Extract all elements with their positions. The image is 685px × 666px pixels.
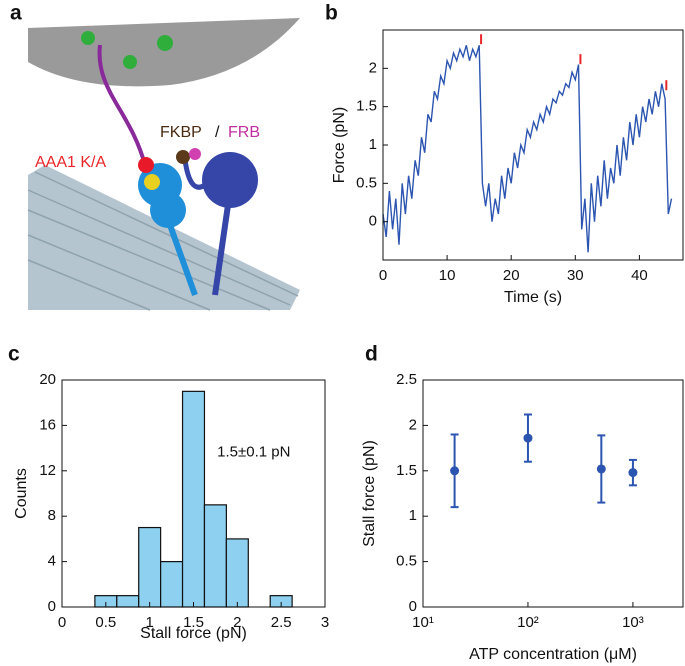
- x-axis-label: Stall force (pN): [140, 625, 247, 642]
- y-axis-label: Force (pN): [331, 107, 348, 183]
- panel-label: a: [10, 2, 22, 25]
- x-tick-label: 10³: [622, 614, 644, 631]
- label: FKBP: [160, 124, 202, 141]
- axes-box: [422, 379, 684, 608]
- microtubule-stripes: [27, 171, 299, 311]
- dna: [97, 44, 147, 166]
- panel-label: c: [8, 343, 20, 366]
- x-tick-label: 2.5: [271, 614, 292, 631]
- y-tick-label: 1.5: [396, 462, 417, 479]
- y-tick-label: 0: [48, 598, 56, 615]
- panel-label: b: [325, 2, 338, 25]
- bar: [203, 504, 227, 608]
- bar: [225, 538, 249, 608]
- x-tick-label: 20: [503, 267, 520, 284]
- y-tick-label: 12: [39, 462, 56, 479]
- point: [523, 433, 533, 443]
- x-axis-label: Time (s): [504, 289, 562, 306]
- x-tick-label: 0.5: [95, 614, 116, 631]
- bead: [28, 18, 300, 87]
- motor-1: [138, 157, 198, 297]
- y-tick-label: 1: [369, 136, 377, 153]
- illustration: a AAA1 K/A FKBP / FRB: [10, 2, 300, 311]
- y-tick-label: 0.5: [396, 553, 417, 570]
- bar: [138, 526, 162, 608]
- x-tick-label: 10: [439, 267, 456, 284]
- axes-box: [61, 379, 326, 608]
- x-tick-label: 40: [631, 267, 648, 284]
- bar: [181, 390, 206, 608]
- label: /: [215, 124, 220, 141]
- x-tick-label: 1: [145, 614, 153, 631]
- panel-label: d: [365, 343, 378, 366]
- tags: [81, 31, 173, 69]
- y-tick-label: 8: [48, 507, 56, 524]
- y-tick-label: 0: [409, 598, 417, 615]
- y-tick-label: 2: [369, 59, 377, 76]
- y-tick-label: 4: [48, 553, 56, 570]
- force-trace: [382, 45, 673, 253]
- x-tick-label: 2: [233, 614, 241, 631]
- y-tick-label: 2: [409, 416, 417, 433]
- point: [596, 464, 606, 474]
- y-tick-label: 16: [39, 416, 56, 433]
- x-tick-label: 30: [567, 267, 584, 284]
- y-tick-label: 0: [369, 213, 377, 230]
- y-tick-label: 1.5: [356, 98, 377, 115]
- y-tick-label: 2.5: [396, 371, 417, 388]
- x-axis-label: ATP concentration (μM): [469, 646, 637, 663]
- y-tick-label: 20: [39, 371, 56, 388]
- point: [450, 466, 460, 476]
- x-tick-label: 3: [321, 614, 329, 631]
- bar: [116, 595, 140, 608]
- y-tick-label: 0.5: [356, 174, 377, 191]
- point: [628, 468, 638, 478]
- y-axis-label: Counts: [13, 468, 30, 519]
- x-tick-label: 10²: [517, 614, 539, 631]
- label: FRB: [228, 124, 260, 141]
- axes-box: [382, 29, 684, 261]
- x-tick-label: 10¹: [412, 614, 434, 631]
- x-tick-label: 1.5: [183, 614, 204, 631]
- label: AAA1 K/A: [35, 154, 106, 171]
- bar: [160, 560, 184, 608]
- y-axis-label: Stall force (pN): [361, 440, 378, 547]
- annotation: 1.5±0.1 pN: [217, 444, 290, 461]
- x-tick-label: 0: [58, 614, 66, 631]
- motor-2: [176, 148, 258, 296]
- x-tick-label: 0: [379, 267, 387, 284]
- y-tick-label: 1: [409, 507, 417, 524]
